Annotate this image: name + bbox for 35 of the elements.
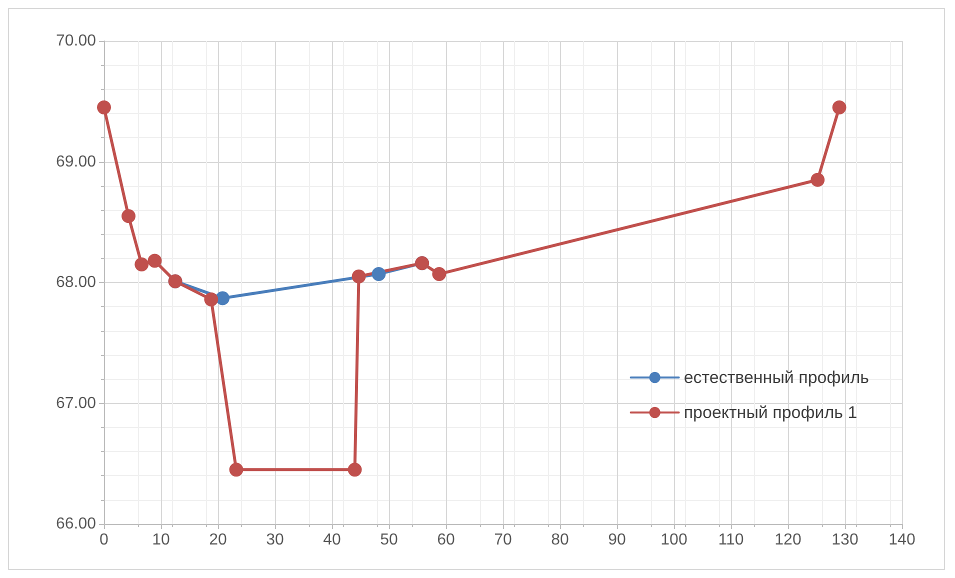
x-tick-label: 140 [888, 532, 916, 548]
x-tick-label: 10 [152, 532, 170, 548]
x-tick-label: 80 [551, 532, 569, 548]
x-tick-label: 0 [100, 532, 109, 548]
y-tick-label: 66.00 [56, 516, 96, 532]
point [810, 172, 825, 187]
point [352, 269, 366, 284]
point [122, 209, 136, 224]
y-tick-label: 68.00 [56, 274, 96, 291]
x-tick-label: 60 [437, 532, 455, 548]
x-tick-label: 20 [209, 532, 227, 548]
x-tick-label: 40 [323, 532, 341, 548]
point [97, 100, 111, 114]
point [348, 462, 362, 477]
y-tick-label: 67.00 [56, 394, 96, 412]
y-tick-label: 70.00 [56, 32, 96, 50]
point [372, 267, 386, 282]
x-tick-label: 120 [774, 532, 802, 548]
point [216, 291, 230, 306]
legend-label: проектный профиль 1 [684, 403, 858, 422]
x-tick-label: 70 [494, 532, 512, 548]
point [148, 254, 162, 268]
x-tick-label: 110 [718, 532, 744, 548]
point [832, 100, 846, 114]
point [134, 257, 149, 272]
x-tick-label: 90 [608, 532, 626, 548]
point [229, 462, 244, 477]
legend-label: естественный профиль [684, 368, 870, 387]
y-tick-label: 69.00 [56, 153, 96, 170]
point [432, 267, 446, 282]
x-tick-label: 100 [660, 532, 688, 548]
x-tick-label: 50 [380, 532, 398, 548]
x-tick-label: 30 [266, 532, 284, 548]
point [204, 292, 218, 306]
x-tick-label: 130 [832, 532, 858, 548]
